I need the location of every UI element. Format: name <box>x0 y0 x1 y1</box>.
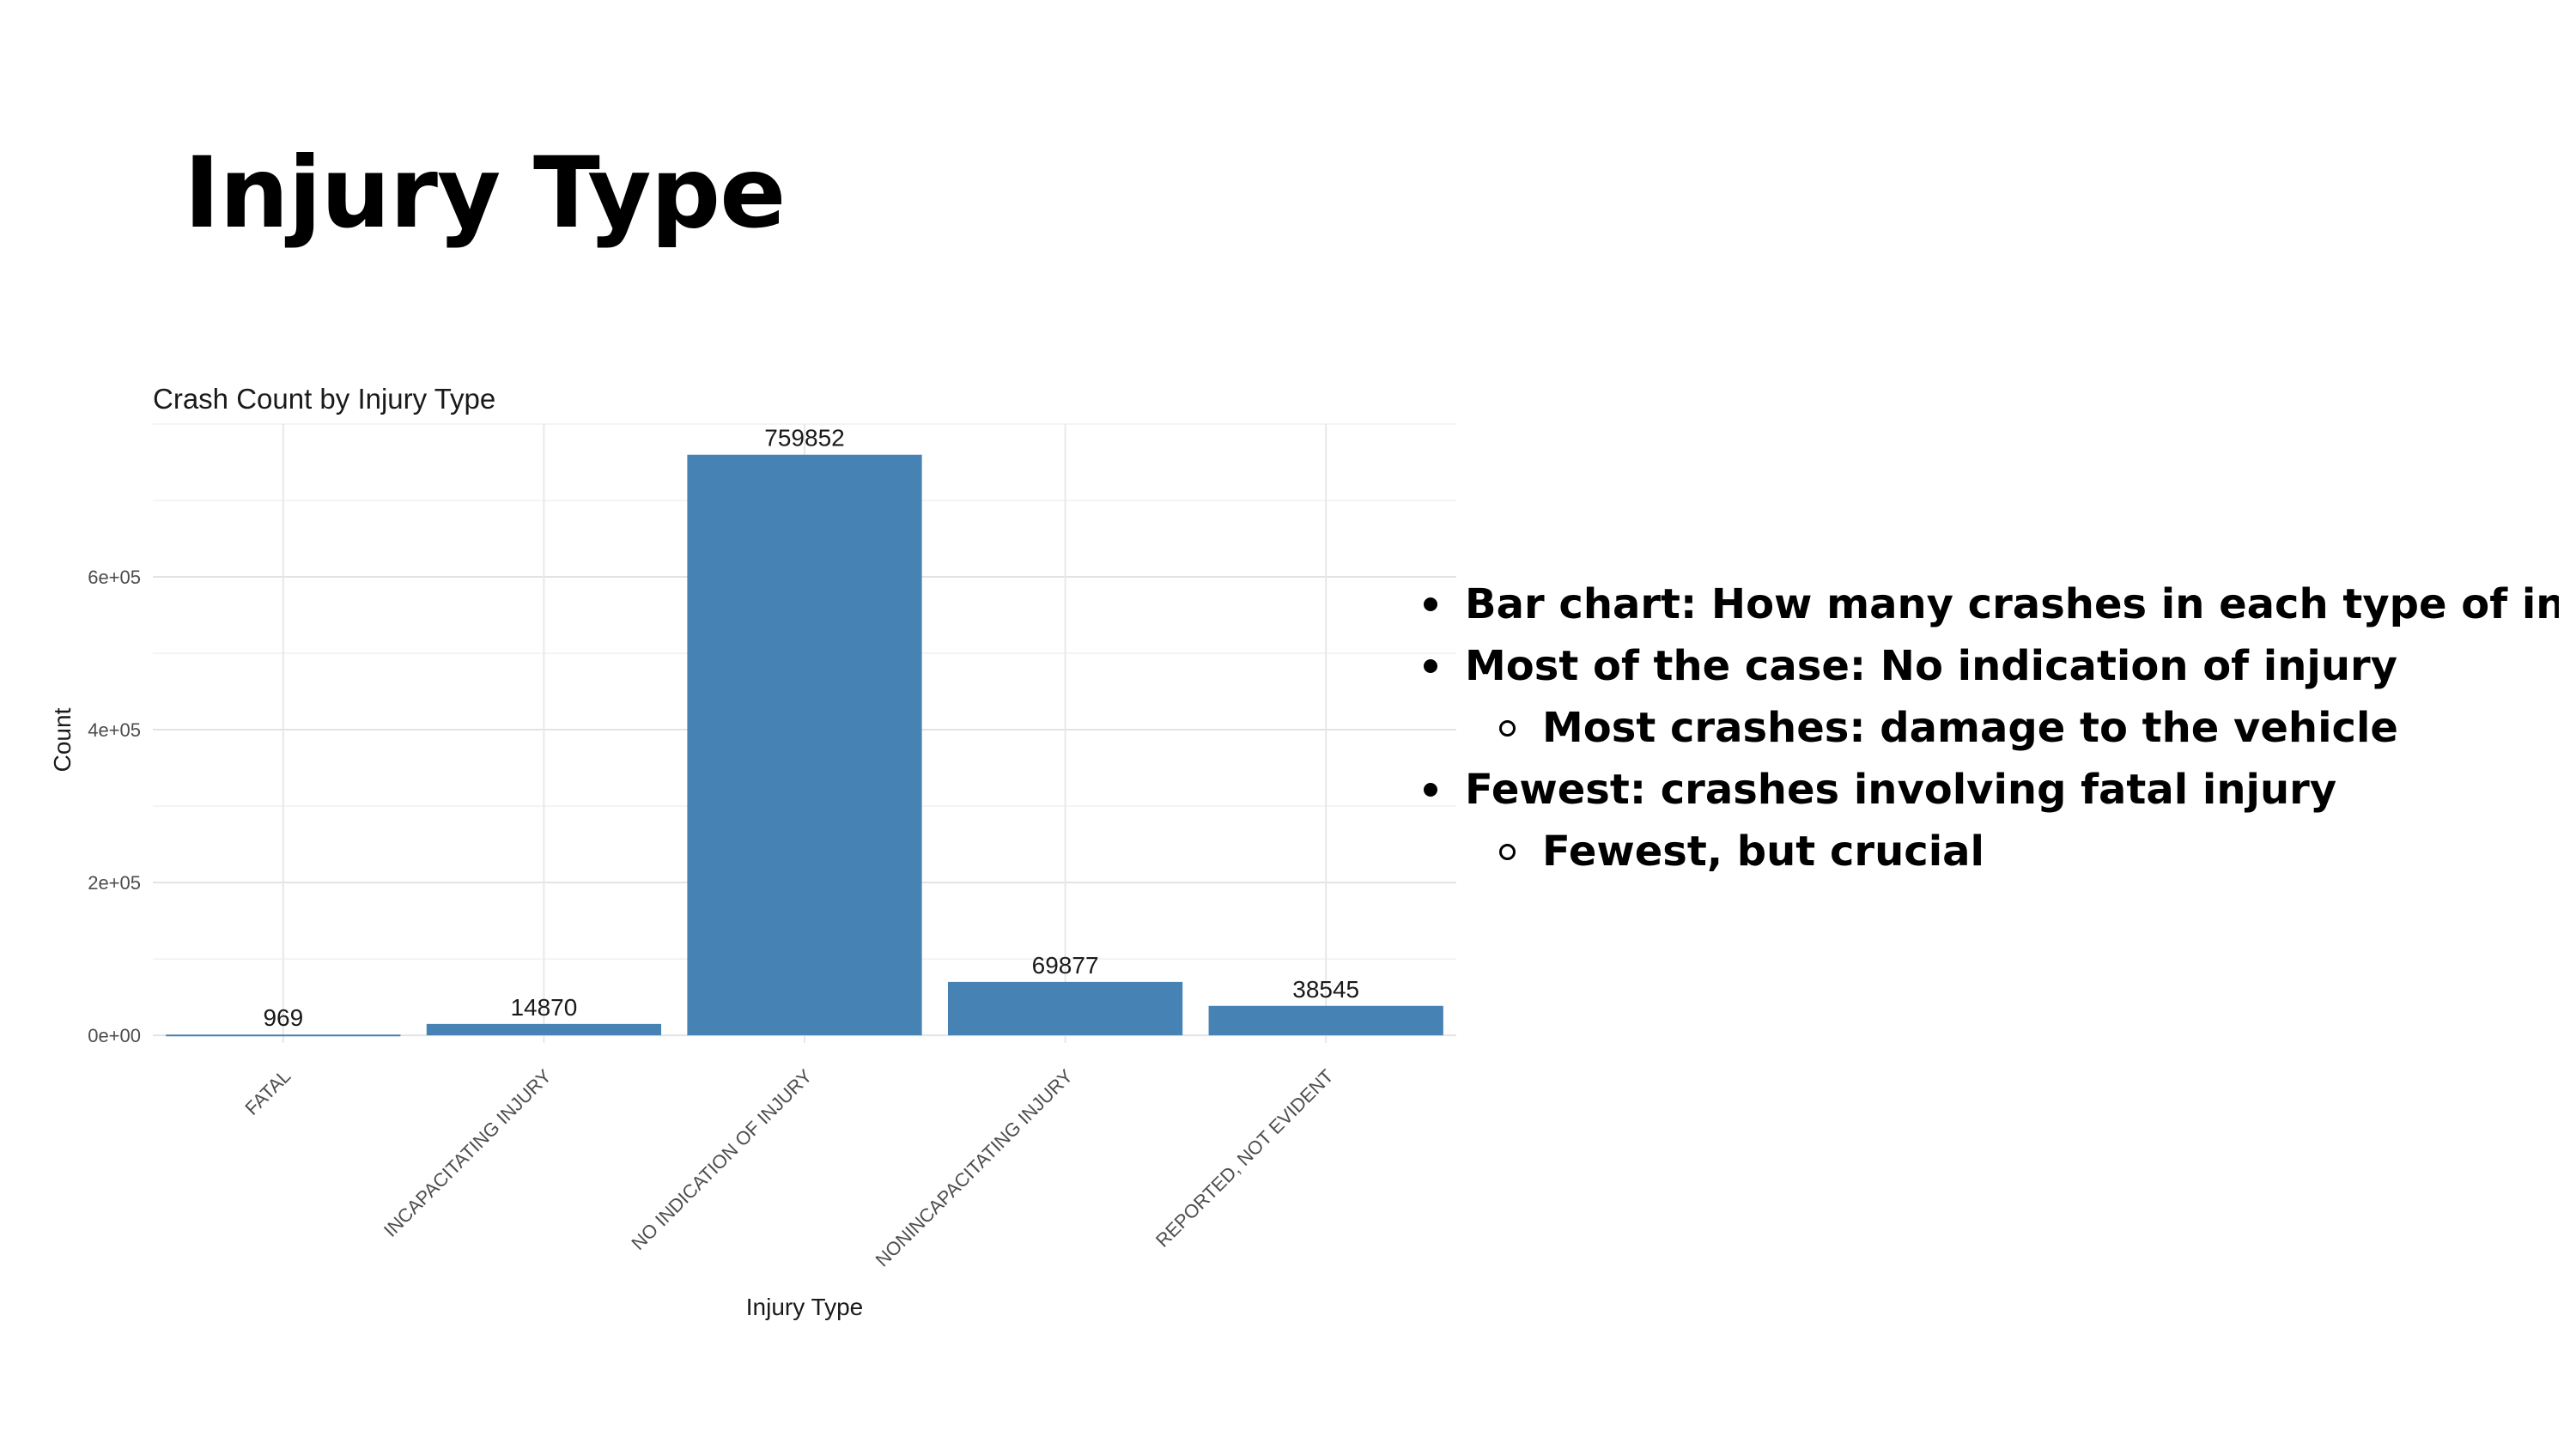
bullet-item: Bar chart: How many crashes in each type… <box>1408 573 2559 635</box>
x-axis-title: Injury Type <box>746 1294 863 1320</box>
x-axis: FATAL INCAPACITATING INJURY NO INDICATION … <box>240 1065 1337 1271</box>
data-label: 969 <box>263 1004 303 1031</box>
x-tick-label: NO INDICATION OF INJURY <box>627 1065 816 1254</box>
bar <box>1208 1005 1443 1036</box>
bullet-dot-icon <box>1424 783 1437 797</box>
x-tick-label: INCAPACITATING INJURY <box>380 1065 556 1241</box>
y-tick-label: 2e+05 <box>88 872 141 894</box>
data-label: 759852 <box>764 425 844 452</box>
bullet-text: Most crashes: damage to the vehicle <box>1542 704 2398 752</box>
bullet-dot-icon <box>1424 597 1437 611</box>
bullet-text: Most of the case: No indication of injur… <box>1465 642 2397 690</box>
y-axis: 0e+00 2e+05 4e+05 6e+05 <box>88 567 141 1046</box>
x-tick-label: REPORTED, NOT EVIDENT <box>1151 1065 1338 1252</box>
bar <box>166 1034 401 1037</box>
x-tick-label: NONINCAPACITATING INJURY <box>872 1065 1078 1271</box>
x-tick-label: FATAL <box>240 1065 295 1119</box>
bar <box>947 981 1183 1036</box>
y-tick-label: 4e+05 <box>88 719 141 741</box>
y-tick-label: 6e+05 <box>88 567 141 588</box>
y-tick-label: 0e+00 <box>88 1025 141 1046</box>
chart-title: Crash Count by Injury Type <box>153 383 495 415</box>
bar <box>426 1023 662 1036</box>
bullet-item: Most of the case: No indication of injur… <box>1408 635 2559 697</box>
slide-title: Injury Type <box>184 136 786 250</box>
bullet-text: Fewest, but crucial <box>1542 828 1984 876</box>
sub-bullet-item: Fewest, but crucial <box>1408 821 2559 882</box>
hollow-bullet-icon <box>1499 844 1516 860</box>
hollow-bullet-icon <box>1499 720 1516 737</box>
sub-bullet-item: Most crashes: damage to the vehicle <box>1408 697 2559 759</box>
bullet-dot-icon <box>1424 659 1437 673</box>
bar <box>687 454 922 1036</box>
bullet-item: Fewest: crashes involving fatal injury <box>1408 759 2559 821</box>
data-label: 69877 <box>1032 952 1099 979</box>
bars <box>166 454 1443 1037</box>
bullet-list: Bar chart: How many crashes in each type… <box>1408 573 2559 882</box>
bullet-text: Bar chart: How many crashes in each type… <box>1465 580 2559 628</box>
data-label: 14870 <box>510 994 577 1021</box>
data-label: 38545 <box>1292 976 1359 1003</box>
bullet-text: Fewest: crashes involving fatal injury <box>1465 766 2337 814</box>
y-axis-title: Count <box>49 707 76 772</box>
data-labels: 969 14870 759852 69877 38545 <box>263 425 1359 1031</box>
